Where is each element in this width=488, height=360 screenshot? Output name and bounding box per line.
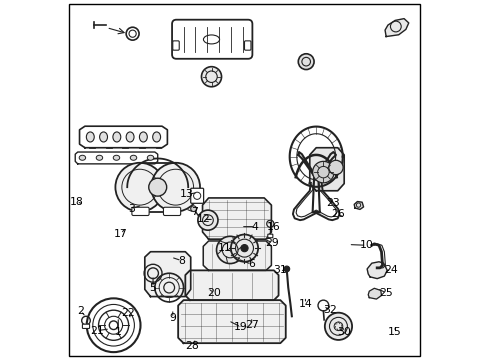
- Circle shape: [148, 178, 166, 196]
- Circle shape: [151, 163, 200, 212]
- Polygon shape: [202, 198, 271, 239]
- Polygon shape: [367, 288, 381, 299]
- Ellipse shape: [152, 132, 160, 142]
- Text: 26: 26: [330, 209, 344, 219]
- Text: 24: 24: [384, 265, 398, 275]
- Text: 3: 3: [128, 204, 135, 214]
- Polygon shape: [185, 270, 278, 300]
- FancyBboxPatch shape: [190, 188, 203, 203]
- Circle shape: [284, 266, 289, 272]
- Polygon shape: [292, 183, 339, 220]
- Text: 7: 7: [190, 207, 197, 217]
- Ellipse shape: [113, 155, 120, 160]
- Ellipse shape: [96, 155, 102, 160]
- Circle shape: [115, 163, 164, 212]
- Ellipse shape: [113, 132, 121, 142]
- Text: 32: 32: [322, 305, 336, 315]
- Text: 9: 9: [169, 313, 176, 323]
- Polygon shape: [366, 262, 386, 279]
- Text: 14: 14: [298, 299, 312, 309]
- Ellipse shape: [139, 132, 147, 142]
- Text: 27: 27: [244, 320, 258, 330]
- Text: 22: 22: [121, 309, 135, 318]
- Text: 1: 1: [115, 327, 122, 337]
- Text: 28: 28: [185, 341, 199, 351]
- Text: 10: 10: [359, 240, 373, 250]
- Polygon shape: [144, 252, 190, 297]
- FancyBboxPatch shape: [172, 41, 179, 50]
- Text: 16: 16: [266, 222, 280, 231]
- Text: 23: 23: [326, 198, 340, 208]
- Text: 13: 13: [180, 189, 194, 199]
- FancyBboxPatch shape: [132, 207, 149, 216]
- Polygon shape: [80, 126, 167, 148]
- Text: 21: 21: [90, 325, 104, 336]
- Ellipse shape: [147, 155, 153, 160]
- Text: 20: 20: [206, 288, 221, 298]
- Circle shape: [241, 244, 247, 252]
- Polygon shape: [353, 202, 363, 210]
- Polygon shape: [289, 127, 342, 187]
- Circle shape: [190, 206, 196, 212]
- Circle shape: [198, 210, 218, 230]
- FancyBboxPatch shape: [267, 234, 272, 238]
- Ellipse shape: [86, 132, 94, 142]
- Circle shape: [328, 160, 343, 175]
- Polygon shape: [178, 300, 285, 343]
- Text: 6: 6: [248, 259, 255, 269]
- Ellipse shape: [130, 155, 137, 160]
- Ellipse shape: [100, 132, 107, 142]
- FancyBboxPatch shape: [163, 207, 180, 216]
- Text: 11: 11: [218, 243, 231, 253]
- Text: 5: 5: [149, 283, 156, 293]
- Text: 29: 29: [265, 238, 279, 248]
- Polygon shape: [298, 152, 335, 180]
- FancyBboxPatch shape: [82, 324, 89, 328]
- Text: 25: 25: [379, 288, 392, 298]
- Text: 19: 19: [234, 322, 247, 332]
- FancyBboxPatch shape: [244, 41, 250, 50]
- Circle shape: [298, 54, 313, 69]
- Polygon shape: [309, 148, 344, 191]
- Text: 17: 17: [114, 229, 127, 239]
- Ellipse shape: [79, 155, 85, 160]
- FancyBboxPatch shape: [172, 20, 252, 59]
- Polygon shape: [203, 241, 271, 270]
- Text: 12: 12: [196, 215, 210, 224]
- Ellipse shape: [126, 132, 134, 142]
- Polygon shape: [384, 19, 408, 37]
- Text: 30: 30: [337, 327, 350, 337]
- Circle shape: [324, 313, 351, 340]
- Text: 15: 15: [387, 327, 401, 337]
- Circle shape: [201, 67, 221, 87]
- Polygon shape: [312, 178, 319, 212]
- Circle shape: [312, 161, 333, 183]
- Text: 18: 18: [70, 197, 83, 207]
- Circle shape: [216, 236, 244, 264]
- Text: 2: 2: [77, 306, 84, 316]
- Polygon shape: [75, 152, 158, 164]
- Text: 4: 4: [251, 222, 258, 231]
- Text: 31: 31: [272, 265, 286, 275]
- Circle shape: [230, 234, 258, 262]
- Text: 8: 8: [178, 256, 185, 266]
